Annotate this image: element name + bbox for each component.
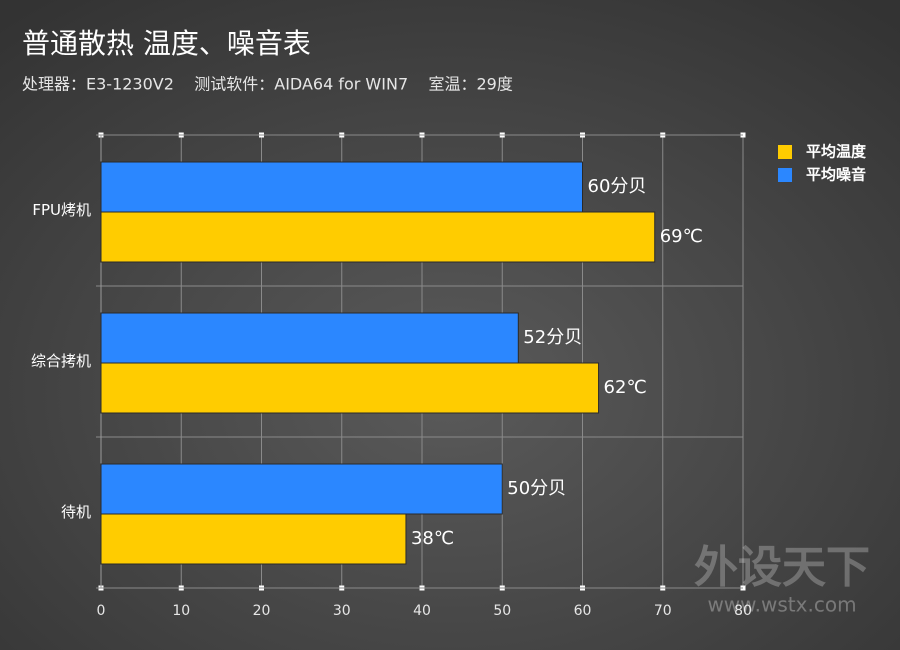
chart-title: 普通散热 温度、噪音表 <box>22 27 311 60</box>
legend-swatch <box>778 145 792 159</box>
chart-subtitle: 处理器：E3-1230V2 测试软件：AIDA64 for WIN7 室温：29… <box>22 75 513 94</box>
y-tick-label: 综合拷机 <box>31 352 91 370</box>
bars <box>100 161 656 565</box>
x-tick-label: 20 <box>253 603 271 619</box>
watermark-url: www.wstx.com <box>707 593 856 617</box>
bar <box>100 161 583 213</box>
bar <box>100 463 503 515</box>
watermark: 外设天下 <box>694 542 870 593</box>
x-tick-label: 60 <box>574 603 592 619</box>
x-tick-label: 30 <box>333 603 351 619</box>
value-label: 62℃ <box>604 377 647 398</box>
x-tick-label: 70 <box>654 603 672 619</box>
bar <box>100 211 656 263</box>
value-label: 38℃ <box>411 528 454 549</box>
x-tick-label: 80 <box>734 603 752 619</box>
legend-label: 平均噪音 <box>806 166 866 184</box>
value-label: 69℃ <box>660 226 703 247</box>
x-tick-label: 50 <box>493 603 511 619</box>
y-tick-label: FPU烤机 <box>32 201 91 219</box>
y-tick-label: 待机 <box>61 503 91 521</box>
x-tick-label: 10 <box>172 603 190 619</box>
legend-swatch <box>778 168 792 182</box>
x-tick-label: 0 <box>97 603 106 619</box>
bar <box>100 312 519 364</box>
legend-label: 平均温度 <box>806 143 867 161</box>
value-label: 52分贝 <box>523 327 582 348</box>
value-label: 50分贝 <box>507 478 566 499</box>
bar <box>100 362 600 414</box>
labels: 0 10 20 30 40 50 60 70 80 FPU烤机 60分贝 69℃ 综合拷机 52分贝 62℃… <box>31 143 867 620</box>
value-label: 60分贝 <box>588 176 647 197</box>
bar <box>100 513 407 565</box>
x-tick-label: 40 <box>413 603 431 619</box>
